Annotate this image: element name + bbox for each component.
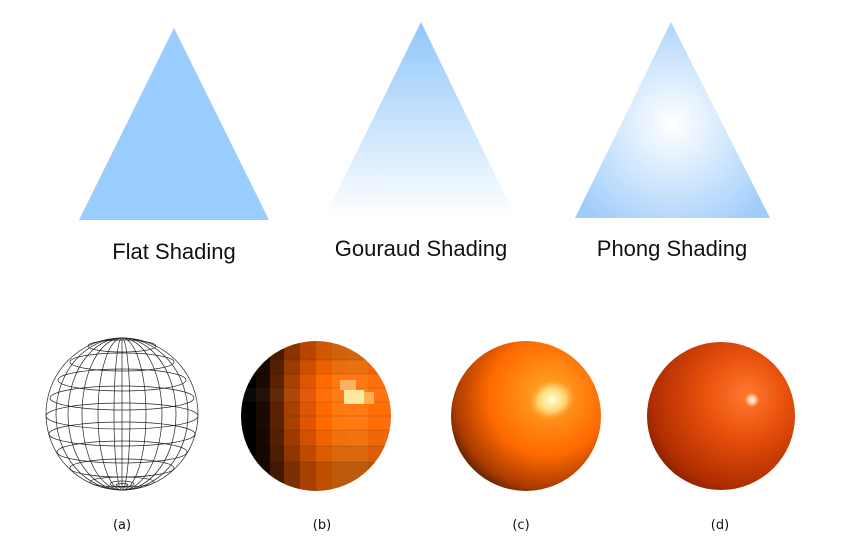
panel-label-c: (c) [512,518,530,533]
phong-shaded-triangle [575,22,770,218]
flat-shaded-triangle [79,28,269,220]
panel-label-d: (d) [710,518,730,533]
flat-shading-label: Flat Shading [112,239,236,264]
phong-shading-label: Phong Shading [596,236,748,261]
flat-shaded-sphere [241,341,391,491]
panel-label-b: (b) [312,518,332,533]
phong-shaded-sphere [647,342,795,490]
gouraud-shaded-sphere [451,341,601,491]
gouraud-shading-label: Gouraud Shading [334,236,508,261]
wireframe-sphere [45,337,199,491]
panel-label-a: (a) [112,518,132,533]
gouraud-shaded-triangle [324,22,516,218]
